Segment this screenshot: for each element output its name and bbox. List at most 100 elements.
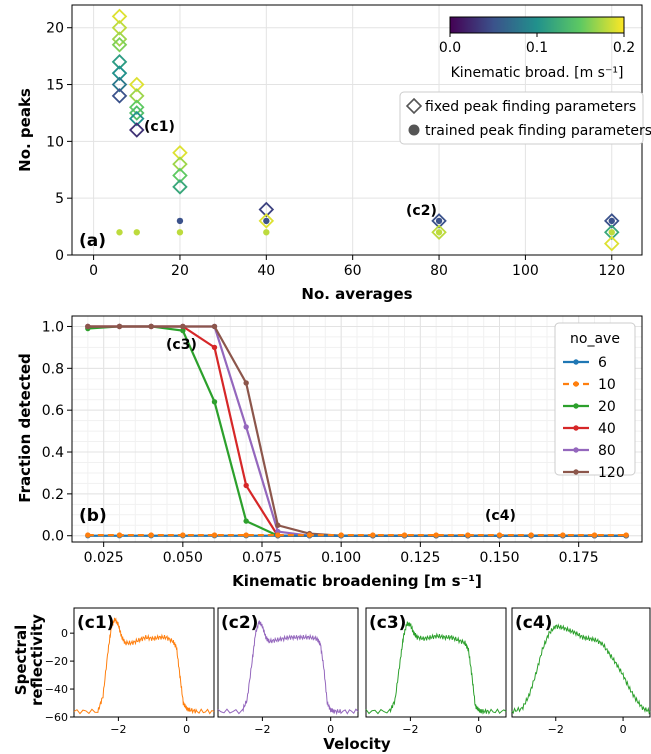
panel-b-x-label: Kinematic broadening [m s⁻¹] [232, 572, 482, 590]
fixed-params-point [431, 224, 447, 241]
series-point-120 [180, 323, 186, 330]
colorbar: 0.0 0.1 0.2 Kinematic broad. [m s⁻¹] [439, 16, 635, 81]
panel-a-x-tick-label: 20 [171, 263, 189, 279]
panel-b-legend: no_ave 6 10 20 40 80 120 [554, 322, 636, 481]
panel-c-x-label: Velocity [323, 735, 391, 753]
spectrum-x-tick-label: −2 [402, 723, 418, 736]
panel-c-spectra: (c1)−2 00−20−40−60(c2)−2 0(c3)−2 0(c4)−2 0 S… [12, 607, 651, 753]
spectrum-y-tick-label: −40 [45, 683, 68, 696]
trained-params-point [435, 229, 443, 236]
fixed-params-point [111, 76, 128, 93]
panel-a-y-label: No. peaks [16, 88, 34, 172]
annotation-c2: (c2) [406, 203, 437, 219]
panel-b-y-label: Fraction detected [16, 353, 34, 502]
legend-circle-marker [408, 124, 420, 136]
series-point-20 [211, 399, 218, 405]
spectrum-line [217, 620, 359, 716]
panel-a-x-tick-label: 100 [512, 263, 539, 279]
fixed-params-point [111, 31, 128, 47]
legend-entry-trained: trained peak finding parameters [425, 123, 651, 139]
spectrum-panel-label: (c3) [369, 613, 406, 633]
trained-params-point [176, 217, 184, 225]
series-point-10 [560, 532, 566, 538]
series-point-10 [116, 532, 123, 538]
panel-b-y-tick-label: 0.0 [42, 529, 64, 545]
spectrum-x-tick-label: 0 [475, 723, 482, 736]
legend-label-20: 20 [598, 399, 616, 415]
trained-params-point [263, 217, 270, 225]
panel-b-x-tick-label: 0.050 [163, 550, 203, 566]
panel-a-x-label: No. averages [301, 285, 412, 303]
spectrum-line [365, 621, 507, 715]
spectrum-x-tick-label: −2 [548, 723, 564, 736]
panel-b-x-tick-label: 0.175 [559, 550, 599, 566]
series-point-10 [243, 532, 249, 538]
trained-params-point [176, 229, 184, 236]
series-point-40 [211, 344, 218, 351]
spectrum-x-tick-label: 0 [620, 723, 627, 736]
panel-b-x-tick-label: 0.100 [321, 550, 361, 566]
panel-b-y-tick-label: 1.0 [42, 319, 64, 335]
fixed-params-point [172, 144, 188, 161]
series-point-10 [370, 532, 376, 538]
series-point-10 [591, 532, 598, 538]
legend-title: no_ave [570, 331, 620, 347]
spectrum-frame [511, 607, 651, 718]
legend-marker-10 [573, 381, 579, 387]
spectrum-x-tick-label: −2 [254, 723, 270, 736]
trained-params-point [116, 229, 123, 236]
panel-b-x-tick-label: 0.125 [400, 550, 440, 566]
legend-box [399, 91, 644, 145]
annotation-c4: (c4) [485, 508, 516, 524]
fixed-params-point [604, 213, 620, 229]
colorbar-tick-label: 0.2 [613, 40, 635, 56]
legend-label-40: 40 [598, 421, 616, 437]
trained-params-point [608, 217, 615, 225]
fixed-params-point [431, 213, 447, 229]
panel-a-legend: fixed peak finding parameters trained pe… [399, 91, 651, 145]
series-point-10 [528, 532, 534, 538]
panel-b-y-tick-label: 0.8 [42, 361, 64, 377]
series-point-120 [275, 522, 281, 528]
fixed-params-point [129, 122, 145, 138]
colorbar-tick-label: 0.0 [439, 40, 461, 56]
fixed-params-point [604, 235, 620, 252]
fixed-params-point [258, 213, 275, 229]
panel-a-y-tick-label: 5 [55, 191, 64, 207]
panel-b-y-tick-label: 0.6 [42, 403, 64, 419]
series-point-80 [243, 424, 249, 430]
spectrum-panel-c4: (c4) −2 0 [511, 607, 651, 736]
fixed-params-point [129, 88, 145, 104]
spectrum-line [73, 617, 215, 715]
fixed-params-point [129, 105, 145, 121]
panel-b-frame [71, 315, 643, 543]
panel-b-label: (b) [79, 506, 107, 526]
series-point-20 [243, 518, 249, 524]
annotation-c3: (c3) [166, 337, 197, 353]
series-point-10 [180, 532, 186, 538]
panel-b-y-tick-label: 0.4 [42, 445, 64, 461]
panel-a-x-tick-label: 0 [89, 263, 98, 279]
panel-a-y-tick-label: 15 [46, 78, 64, 94]
colorbar-tick-label: 0.1 [526, 40, 548, 56]
legend-marker-120 [573, 469, 579, 475]
series-point-120 [85, 323, 91, 330]
series-point-10 [275, 532, 281, 538]
series-point-120 [243, 380, 249, 386]
fixed-params-point [111, 19, 128, 36]
series-point-120 [148, 323, 154, 330]
panel-a-label: (a) [79, 231, 106, 251]
fixed-params-point [258, 201, 275, 218]
legend-marker-20 [573, 403, 579, 409]
series-point-10 [433, 532, 439, 538]
series-point-10 [85, 532, 91, 538]
legend-label-10: 10 [598, 377, 616, 393]
spectrum-panel-c2: (c2) −2 0 [217, 607, 359, 736]
series-point-10 [401, 532, 408, 538]
panel-a-x-tick-label: 120 [598, 263, 625, 279]
spectrum-y-tick-label: −20 [45, 655, 68, 668]
legend-label-120: 120 [598, 465, 625, 481]
legend-diamond-marker [405, 97, 423, 115]
legend-marker-40 [573, 425, 579, 431]
